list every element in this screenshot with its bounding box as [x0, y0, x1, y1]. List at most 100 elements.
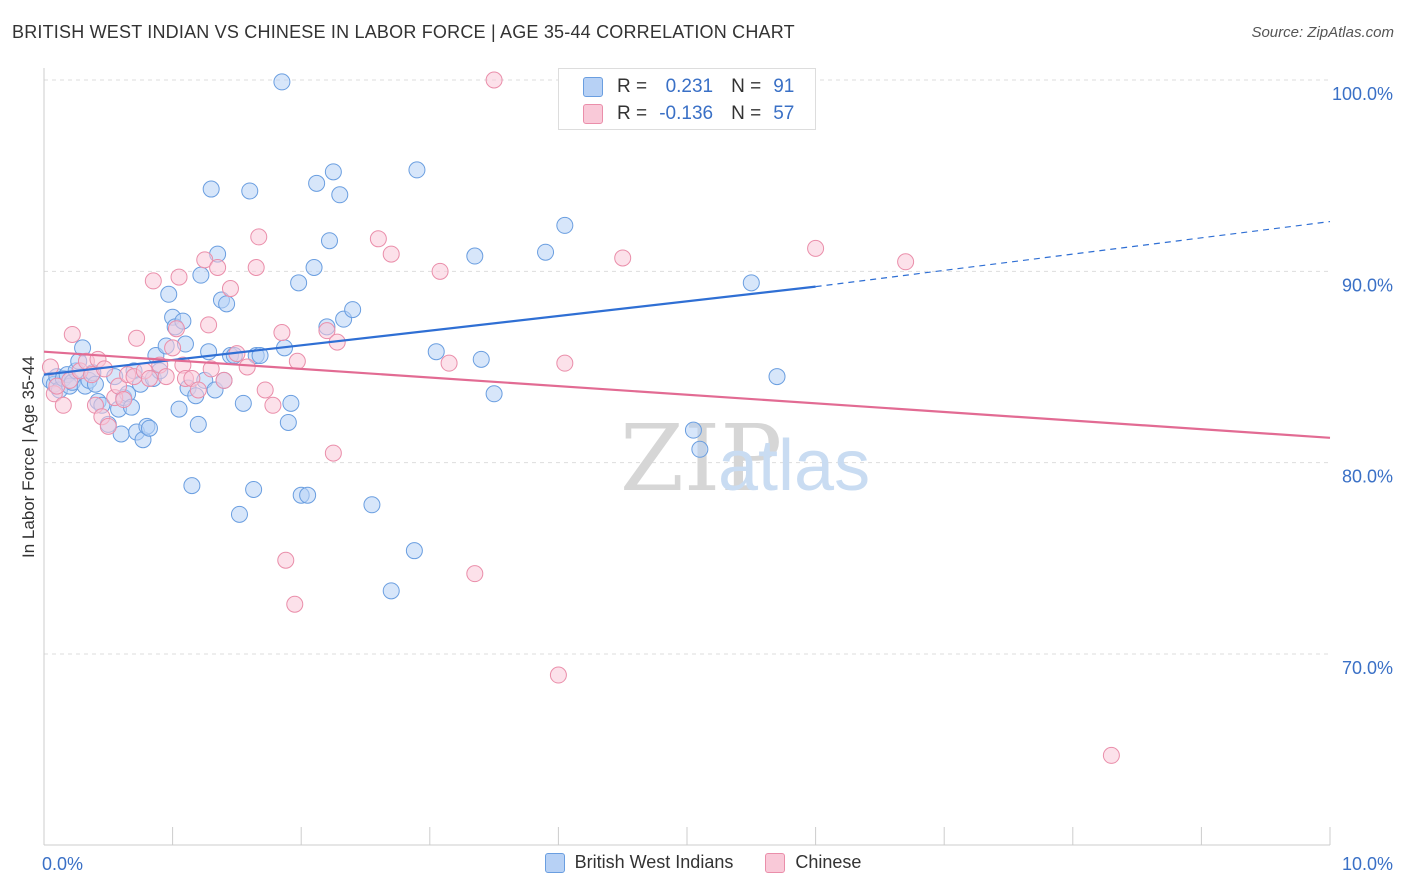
point-chinese: [382, 245, 400, 263]
legend-swatch-pink: [765, 852, 786, 873]
stats-legend: R = 0.231 N = 91 R = -0.136 N = 57: [558, 68, 816, 130]
point-british-west-indian: [308, 174, 326, 192]
point-chinese: [318, 322, 336, 340]
n-label: N =: [731, 103, 762, 124]
point-chinese: [99, 417, 117, 435]
point-chinese: [288, 352, 306, 370]
point-british-west-indian: [691, 440, 709, 458]
point-chinese: [1102, 746, 1120, 764]
point-chinese: [431, 262, 449, 280]
y-tick-label: 100.0%: [1332, 84, 1393, 104]
point-chinese: [256, 381, 274, 399]
legend-item-chinese[interactable]: Chinese: [765, 852, 861, 873]
point-british-west-indian: [382, 582, 400, 600]
watermark-zip: ZIP: [620, 405, 782, 512]
y-tick-label: 70.0%: [1342, 658, 1393, 678]
legend-label-blue: British West Indians: [574, 852, 734, 872]
point-british-west-indian: [684, 421, 702, 439]
point-british-west-indian: [140, 419, 158, 437]
point-british-west-indian: [245, 480, 263, 498]
pink-swatch: [583, 104, 603, 124]
stats-row-blue: R = 0.231 N = 91: [583, 75, 794, 99]
point-chinese: [807, 239, 825, 257]
blue-swatch: [583, 77, 603, 97]
point-chinese: [144, 272, 162, 290]
point-british-west-indian: [768, 368, 786, 386]
point-chinese: [238, 358, 256, 376]
series-chinese: [41, 71, 1120, 764]
point-british-west-indian: [299, 486, 317, 504]
x-tick-label: 0.0%: [42, 854, 83, 874]
point-british-west-indian: [485, 385, 503, 403]
point-chinese: [196, 251, 214, 269]
point-chinese: [128, 329, 146, 347]
point-british-west-indian: [556, 216, 574, 234]
y-tick-label: 90.0%: [1342, 275, 1393, 295]
point-chinese: [466, 565, 484, 583]
r-label: R =: [617, 76, 648, 97]
point-chinese: [200, 316, 218, 334]
point-british-west-indian: [273, 73, 291, 91]
point-chinese: [614, 249, 632, 267]
point-british-west-indian: [290, 274, 308, 292]
r-value-blue: 0.231: [665, 76, 714, 97]
source-label[interactable]: Source: ZipAtlas.com: [1251, 24, 1394, 41]
point-chinese: [485, 71, 503, 89]
point-chinese: [277, 551, 295, 569]
n-value-pink: 57: [773, 103, 795, 124]
y-tick-label: 80.0%: [1342, 467, 1393, 487]
point-british-west-indian: [466, 247, 484, 265]
trend-line-british-west-indians: [43, 285, 816, 376]
r-label: R =: [617, 103, 648, 124]
point-british-west-indian: [230, 505, 248, 523]
n-value-blue: 91: [773, 76, 795, 97]
point-chinese: [209, 259, 227, 277]
r-value-pink: -0.136: [659, 103, 714, 124]
point-chinese: [215, 371, 233, 389]
point-chinese: [54, 396, 72, 414]
point-british-west-indian: [202, 180, 220, 198]
legend-label-pink: Chinese: [795, 852, 862, 872]
point-british-west-indian: [282, 394, 300, 412]
point-chinese: [221, 280, 239, 298]
point-british-west-indian: [331, 186, 349, 204]
n-label: N =: [731, 76, 762, 97]
watermark-atlas: atlas: [718, 426, 870, 506]
point-british-west-indian: [189, 415, 207, 433]
axes: [43, 68, 1331, 846]
point-british-west-indian: [160, 285, 178, 303]
point-chinese: [286, 595, 304, 613]
trend-lines: [43, 220, 1331, 439]
watermark: ZIP atlas: [620, 405, 870, 512]
point-british-west-indian: [363, 496, 381, 514]
point-british-west-indian: [324, 163, 342, 181]
point-chinese: [556, 354, 574, 372]
point-chinese: [247, 259, 265, 277]
point-chinese: [264, 396, 282, 414]
point-chinese: [63, 325, 81, 343]
point-chinese: [250, 228, 268, 246]
point-chinese: [157, 368, 175, 386]
bottom-legend: British West Indians Chinese: [0, 852, 1406, 873]
point-chinese: [115, 391, 133, 409]
y-axis-label: In Labor Force | Age 35-44: [19, 356, 38, 558]
point-chinese: [164, 339, 182, 357]
point-british-west-indian: [279, 413, 297, 431]
point-chinese: [549, 666, 567, 684]
point-chinese: [202, 360, 220, 378]
point-chinese: [324, 444, 342, 462]
trend-line-british-west-indians-extension: [815, 220, 1331, 288]
point-british-west-indian: [427, 343, 445, 361]
legend-swatch-blue: [544, 852, 565, 873]
stats-row-pink: R = -0.136 N = 57: [583, 102, 794, 126]
tick-labels: 70.0% 80.0% 90.0% 100.0% 0.0% 10.0%: [42, 84, 1393, 874]
point-british-west-indian: [405, 542, 423, 560]
point-chinese: [369, 230, 387, 248]
point-british-west-indian: [537, 243, 555, 261]
point-british-west-indian: [241, 182, 259, 200]
point-british-west-indian: [183, 477, 201, 495]
point-british-west-indian: [192, 266, 210, 284]
legend-item-british-west-indians[interactable]: British West Indians: [544, 852, 734, 873]
point-british-west-indian: [320, 232, 338, 250]
